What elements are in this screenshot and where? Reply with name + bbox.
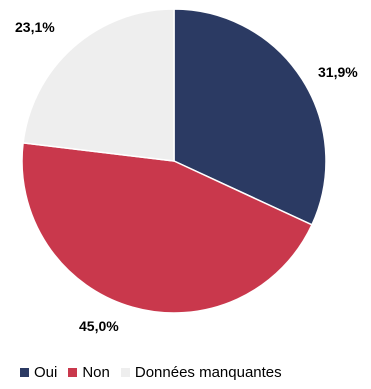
- pie-slice-donnees-manquantes: [22, 8, 175, 162]
- legend-swatch-donnees-manquantes: [120, 368, 130, 377]
- legend-swatch-non: [68, 368, 78, 377]
- legend-item-donnees-manquantes: Données manquantes: [120, 364, 282, 381]
- legend-item-non: Non: [68, 364, 110, 381]
- legend-swatch-oui: [20, 368, 29, 377]
- pie-slice-non: [21, 142, 313, 314]
- legend-label-non: Non: [82, 364, 110, 381]
- data-label-non: 45,0%: [79, 318, 119, 334]
- legend-label-oui: Oui: [34, 364, 58, 381]
- data-label-donnees-manquantes: 23,1%: [15, 19, 55, 35]
- legend-label-donnees-manquantes: Données manquantes: [134, 364, 282, 381]
- pie-slice-oui: [173, 8, 327, 226]
- chart-legend: Oui Non Données manquantes: [20, 364, 293, 381]
- legend-item-oui: Oui: [20, 364, 57, 381]
- data-label-oui: 31,9%: [318, 64, 358, 80]
